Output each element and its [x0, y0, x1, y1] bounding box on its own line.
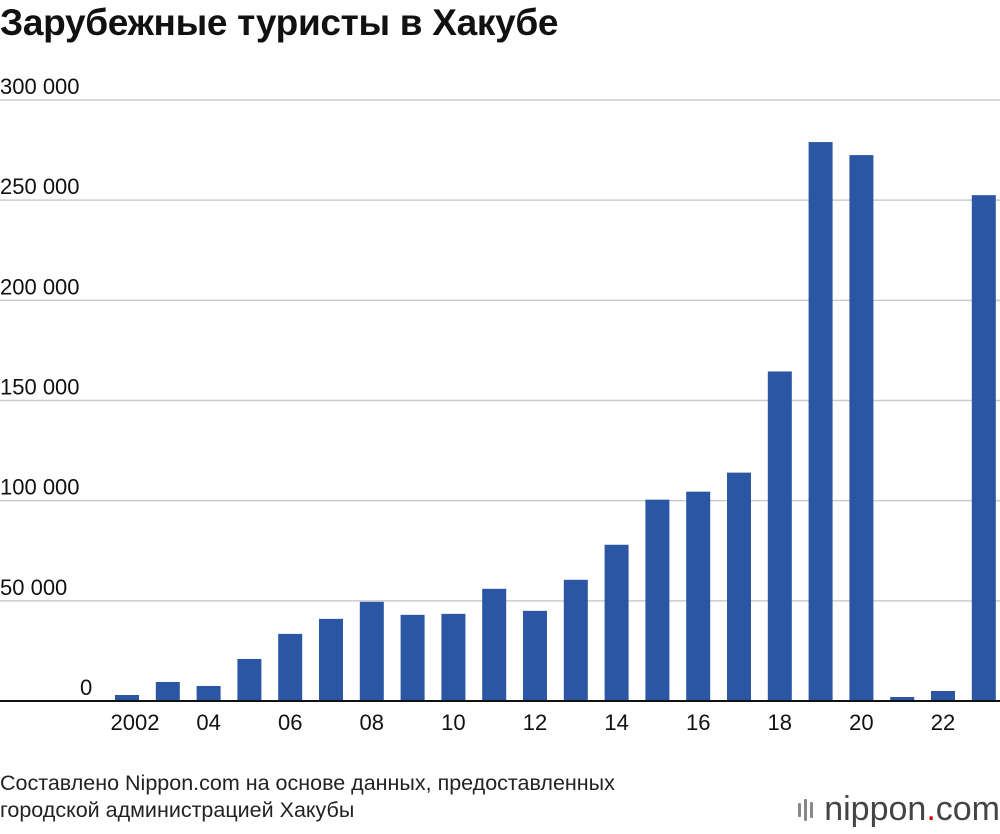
bars [115, 142, 996, 702]
bar-2021 [890, 696, 915, 701]
bar-2006 [278, 633, 303, 701]
y-tick-label: 50 000 [0, 575, 67, 600]
nippon-logo: nippon. com [798, 790, 1000, 829]
bar-2010 [441, 613, 466, 701]
x-tick-label: 10 [441, 710, 465, 735]
y-tick-label: 200 000 [0, 274, 80, 299]
bar-2020 [849, 155, 874, 701]
bar-2011 [482, 588, 507, 701]
bar-2005 [237, 658, 262, 701]
nippon-mark-icon [798, 798, 816, 821]
x-tick-label: 16 [686, 710, 710, 735]
x-tick-label: 06 [278, 710, 302, 735]
bar-2019 [808, 142, 833, 701]
bar-2014 [604, 544, 629, 701]
x-tick-label: 22 [931, 710, 955, 735]
source-line-2: городской администрацией Хакубы [0, 798, 355, 822]
x-tick-label: 2002 [111, 710, 160, 735]
x-tick-label: 08 [360, 710, 384, 735]
source-note: Составлено Nippon.com на основе данных, … [0, 770, 760, 824]
bar-2015 [645, 499, 670, 701]
bar-2013 [563, 579, 588, 701]
bar-chart: 0 50 000 100 000 150 000 200 000 250 000 300 0… [0, 74, 1000, 735]
x-tick-label: 18 [768, 710, 792, 735]
y-tick-label: 250 000 [0, 174, 80, 199]
y-tick-label: 100 000 [0, 475, 80, 500]
bar-2007 [319, 618, 343, 701]
y-tick-label: 0 [80, 675, 92, 700]
x-tick-label: 20 [849, 710, 873, 735]
bar-2009 [400, 614, 425, 701]
bar-2004 [196, 685, 221, 701]
bar-2003 [155, 681, 180, 701]
bar-2016 [686, 491, 711, 701]
grid-lines [0, 99, 1000, 602]
x-tick-label: 14 [604, 710, 628, 735]
chart-title: Зарубежные туристы в Хакубе [0, 2, 559, 43]
bar-2022 [931, 690, 955, 701]
logo-text-part1: nippon [824, 790, 927, 828]
bar-2018 [767, 371, 792, 701]
logo-dot: . [926, 790, 936, 828]
logo-text-part2: com [935, 790, 1000, 828]
y-tick-labels: 0 50 000 100 000 150 000 200 000 250 000 300 0… [0, 74, 92, 700]
x-tick-labels: 2002 04 06 08 10 12 14 16 18 20 22 [111, 710, 956, 735]
x-tick-label: 04 [196, 710, 220, 735]
bar-2012 [523, 610, 547, 701]
bar-2008 [359, 601, 384, 701]
bar-2002 [115, 694, 139, 701]
bar-2023 [971, 195, 996, 702]
y-tick-label: 300 000 [0, 74, 80, 99]
source-line-1: Составлено Nippon.com на основе данных, … [0, 771, 615, 795]
bar-2017 [727, 472, 751, 701]
y-tick-label: 150 000 [0, 375, 80, 400]
x-tick-label: 12 [523, 710, 547, 735]
